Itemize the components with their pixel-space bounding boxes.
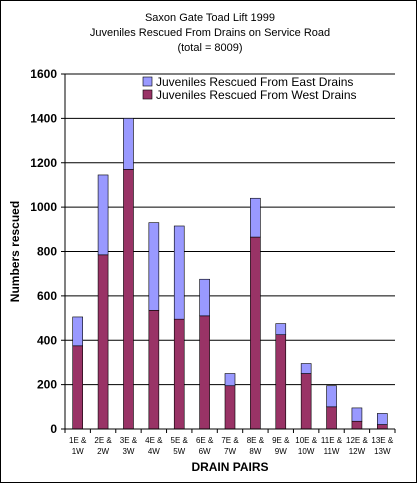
chart-title-line: (total = 8009) [177, 42, 242, 54]
gridlines [65, 73, 395, 386]
x-tick-label: 10W [298, 447, 315, 456]
x-tick-labels: 1E & 1W 2E & 2W 3E & 3W 4E & 4W 5E & 5W 6E & 6W 7E &… [69, 436, 394, 456]
bar-segment [173, 225, 185, 320]
x-tick-label: 4E & [145, 436, 163, 445]
x-tick-label: 1E & [69, 436, 87, 445]
x-tick-label: 11E & [321, 436, 343, 445]
bar-segment [351, 407, 363, 422]
bar-segment [326, 385, 337, 408]
bar-segment [300, 363, 312, 374]
axes [61, 73, 396, 433]
bar-segment [224, 373, 236, 387]
y-tick-label: 0 [50, 422, 57, 436]
x-tick-label: 5E & [171, 436, 189, 445]
bar-segment [377, 424, 388, 430]
bar-segment [123, 169, 134, 430]
x-tick-label: 2W [97, 447, 109, 456]
legend-label: Juveniles Rescued From West Drains [156, 88, 357, 102]
bar-segment [250, 197, 261, 238]
x-tick-label: 9W [275, 447, 287, 456]
x-tick-label: 11W [324, 447, 340, 456]
bar-segment [275, 323, 287, 336]
y-tick-label: 1600 [30, 67, 57, 81]
x-axis-title: DRAIN PAIRS [191, 460, 268, 474]
bar-segment [326, 406, 337, 430]
x-tick-label: 1W [72, 447, 84, 456]
bar-segment [97, 174, 109, 256]
bar-segment [377, 413, 388, 425]
x-tick-label: 7E & [221, 436, 239, 445]
x-tick-label: 8W [249, 447, 261, 456]
bar-segment [351, 420, 363, 430]
legend-swatch [142, 76, 153, 87]
x-tick-label: 8E & [247, 436, 265, 445]
bar-segment [72, 316, 83, 347]
legend-swatch [142, 89, 153, 100]
chart-title: Saxon Gate Toad Lift 1999 Juveniles Rescu… [90, 12, 330, 54]
y-axis-title: Numbers rescued [8, 201, 22, 302]
x-tick-label: 7W [224, 447, 236, 456]
legend-label: Juveniles Rescued From East Drains [156, 75, 353, 89]
x-tick-label: 4W [148, 447, 160, 456]
x-tick-label: 10E & [295, 436, 317, 445]
legend: Juveniles Rescued From East DrainsJuveni… [142, 75, 357, 102]
chart-title-line: Juveniles Rescued From Drains on Service… [90, 27, 330, 39]
bar-segment [72, 345, 83, 430]
y-tick-labels: 0 200 400 600 800 1000 1200 1400 1600 [30, 67, 57, 436]
bar-segment [300, 373, 312, 430]
bars [72, 118, 388, 430]
chart-title-line: Saxon Gate Toad Lift 1999 [145, 12, 275, 24]
y-tick-label: 600 [37, 289, 57, 303]
bar-segment [173, 318, 185, 430]
bar-segment [97, 254, 109, 430]
x-tick-label: 2E & [94, 436, 112, 445]
x-tick-label: 9E & [272, 436, 290, 445]
bar-segment [250, 236, 261, 430]
x-tick-label: 12W [349, 447, 366, 456]
bar-segment [148, 309, 160, 430]
x-tick-label: 13E & [371, 436, 393, 445]
x-tick-label: 3W [122, 447, 134, 456]
bar-segment [199, 315, 210, 430]
bar-segment [123, 118, 134, 170]
x-tick-label: 13W [374, 447, 391, 456]
x-tick-label: 3E & [120, 436, 138, 445]
y-tick-label: 1400 [30, 111, 57, 125]
y-tick-label: 1000 [30, 200, 57, 214]
x-tick-label: 6W [199, 447, 211, 456]
y-tick-label: 400 [37, 333, 57, 347]
x-tick-label: 12E & [346, 436, 368, 445]
y-tick-label: 200 [37, 378, 57, 392]
y-tick-label: 800 [37, 245, 57, 259]
bar-segment [199, 278, 210, 317]
x-tick-label: 6E & [196, 436, 214, 445]
bar-segment [275, 334, 287, 430]
bar-segment [148, 222, 160, 311]
x-tick-label: 5W [173, 447, 185, 456]
y-tick-label: 1200 [30, 156, 57, 170]
bar-segment [224, 385, 236, 430]
